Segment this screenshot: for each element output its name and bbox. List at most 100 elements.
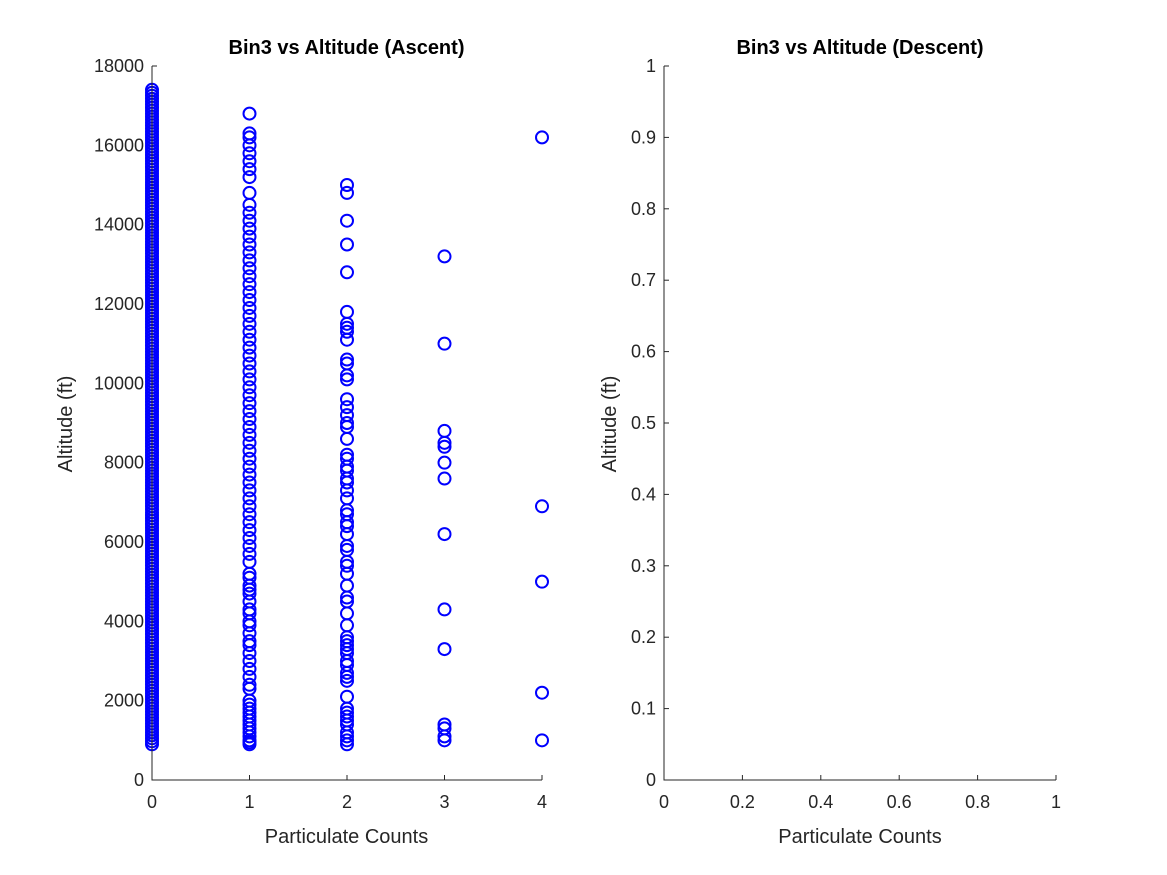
- ascent-data-point: [340, 634, 354, 649]
- ascent-data-point: [242, 570, 257, 585]
- ascent-data-point: [242, 475, 257, 490]
- ascent-x-axis-label: Particulate Counts: [265, 826, 428, 848]
- ascent-data-point: [340, 673, 354, 688]
- ascent-data-point: [242, 396, 257, 411]
- ascent-data-point: [242, 412, 257, 427]
- descent-y-axis-label: Altitude (ft): [599, 376, 621, 473]
- ascent-data-point: [437, 471, 452, 486]
- ascent-data-point: [340, 265, 354, 280]
- descent-x-tick-label: 0: [659, 792, 669, 812]
- ascent-data-point: [340, 352, 354, 367]
- descent-tick-group: 0 0.2 0.4 0.6 0.8 1 0 0.1 0.2 0.3 0.4 0.5 0.6 0.7 0.8 0…: [631, 56, 1061, 812]
- ascent-data-point: [242, 483, 257, 498]
- ascent-x-tick-label: 1: [244, 792, 254, 812]
- ascent-data-point: [340, 689, 354, 704]
- ascent-data-point: [535, 685, 549, 700]
- ascent-data-point: [242, 324, 257, 339]
- ascent-data-point: [340, 542, 354, 557]
- ascent-data-point: [242, 253, 257, 268]
- ascent-data-point: [242, 467, 257, 482]
- ascent-data-point: [340, 416, 354, 430]
- ascent-data-point: [242, 277, 257, 292]
- ascent-data-point: [242, 491, 257, 506]
- ascent-data-point: [242, 380, 257, 395]
- ascent-data-point: [340, 304, 354, 319]
- ascent-data-point: [340, 491, 354, 506]
- ascent-x-tick-label: 0: [147, 792, 157, 812]
- ascent-data-point: [437, 439, 452, 454]
- ascent-y-tick-label: 12000: [94, 294, 144, 314]
- ascent-data-point: [340, 392, 354, 407]
- ascent-data-point: [242, 634, 257, 649]
- ascent-data-point: [340, 178, 354, 192]
- ascent-data-point: [242, 245, 257, 260]
- descent-y-tick-label: 0.2: [631, 627, 656, 647]
- ascent-data-point: [340, 372, 354, 387]
- ascent-data-point: [242, 404, 257, 419]
- ascent-data-point: [242, 154, 257, 169]
- ascent-data-point: [242, 146, 257, 161]
- ascent-data-point: [340, 594, 354, 609]
- ascent-data-point: [242, 507, 257, 522]
- ascent-data-point: [340, 709, 354, 724]
- ascent-data-point: [242, 499, 257, 514]
- ascent-data-point: [242, 586, 257, 601]
- ascent-data-point: [535, 499, 549, 514]
- ascent-data-point: [242, 162, 257, 177]
- ascent-data-point: [242, 669, 257, 684]
- descent-y-tick-label: 0.7: [631, 270, 656, 290]
- ascent-data-point: [242, 185, 257, 200]
- ascent-data-point: [437, 455, 452, 470]
- ascent-data-point: [340, 431, 354, 446]
- ascent-data-point: [340, 638, 354, 653]
- ascent-data-point: [340, 356, 354, 371]
- ascent-data-point: [242, 427, 257, 442]
- descent-y-tick-label: 0.9: [631, 127, 656, 147]
- ascent-data-point: [242, 197, 257, 212]
- ascent-y-axis-label: Altitude (ft): [55, 376, 77, 473]
- ascent-data-point: [340, 324, 354, 339]
- descent-x-tick-label: 0.6: [887, 792, 912, 812]
- ascent-y-tick-label: 8000: [104, 453, 144, 473]
- ascent-data-point: [242, 538, 257, 553]
- ascent-data-point: [242, 372, 257, 387]
- ascent-data-point: [242, 213, 257, 228]
- ascent-data-point: [242, 316, 257, 331]
- ascent-data-point: [340, 451, 354, 466]
- ascent-data-point: [242, 388, 257, 403]
- ascent-data-point: [437, 423, 452, 438]
- ascent-data-point: [242, 435, 257, 450]
- ascent-data-point: [242, 308, 257, 323]
- ascent-y-tick-label: 0: [134, 770, 144, 790]
- descent-y-tick-label: 0.8: [631, 199, 656, 219]
- ascent-data-point: [242, 531, 257, 546]
- ascent-data-point: [242, 261, 257, 276]
- ascent-data-point: [242, 300, 257, 315]
- ascent-data-point: [242, 364, 257, 379]
- ascent-data-point: [242, 332, 257, 347]
- ascent-data-point: [242, 237, 257, 252]
- ascent-data-point: [242, 130, 257, 145]
- ascent-data-point: [242, 221, 257, 236]
- ascent-data-point: [242, 126, 257, 141]
- ascent-data-point: [340, 606, 354, 621]
- ascent-data-point: [242, 269, 257, 284]
- ascent-data-point: [242, 340, 257, 355]
- descent-y-tick-label: 0.6: [631, 342, 656, 362]
- ascent-data-point: [340, 185, 354, 200]
- ascent-data-point: [535, 130, 549, 145]
- ascent-y-tick-label: 2000: [104, 691, 144, 711]
- descent-scatter-plot: Bin3 vs Altitude (Descent) 0 0.2 0.4 0.6 0.8…: [599, 37, 1061, 848]
- ascent-data-point: [437, 721, 452, 736]
- ascent-data-point: [242, 293, 257, 308]
- ascent-data-point: [340, 237, 354, 252]
- ascent-data-point: [242, 106, 257, 121]
- ascent-data-point: [535, 733, 549, 748]
- ascent-data-point: [242, 677, 257, 692]
- ascent-x-tick-label: 2: [342, 792, 352, 812]
- ascent-chart-title: Bin3 vs Altitude (Ascent): [229, 37, 465, 59]
- ascent-data-point: [242, 285, 257, 300]
- descent-y-tick-label: 0.4: [631, 484, 656, 504]
- ascent-y-tick-label: 18000: [94, 56, 144, 76]
- ascent-data-point: [242, 205, 257, 220]
